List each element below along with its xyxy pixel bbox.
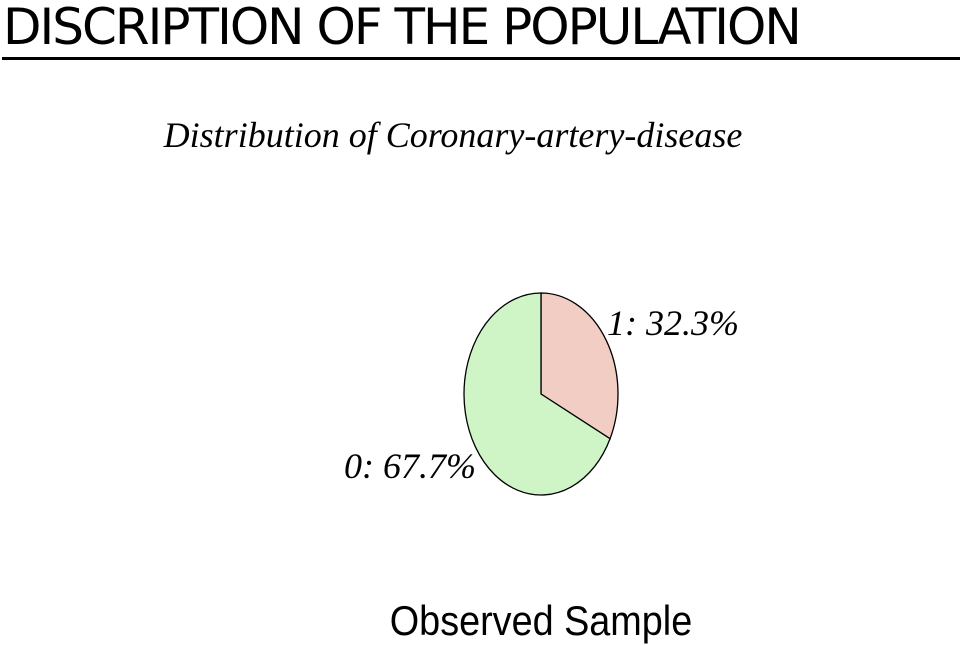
pie-slice-label-0: 0: 67.7% — [344, 446, 476, 486]
pie-slice-labels: 1: 32.3% 0: 67.7% — [344, 303, 739, 486]
pie-slice-0 — [463, 292, 611, 496]
pie-slice-label-1: 1: 32.3% — [607, 303, 739, 343]
chart-footer: Observed Sample — [390, 598, 692, 644]
pie-slice-1 — [540, 292, 619, 440]
pie-slices — [463, 292, 619, 496]
chart-title: Distribution of Coronary-artery-disease — [163, 115, 743, 155]
slide-title: DISCRIPTION OF THE POPULATION — [3, 0, 802, 56]
title-underline — [2, 57, 960, 60]
